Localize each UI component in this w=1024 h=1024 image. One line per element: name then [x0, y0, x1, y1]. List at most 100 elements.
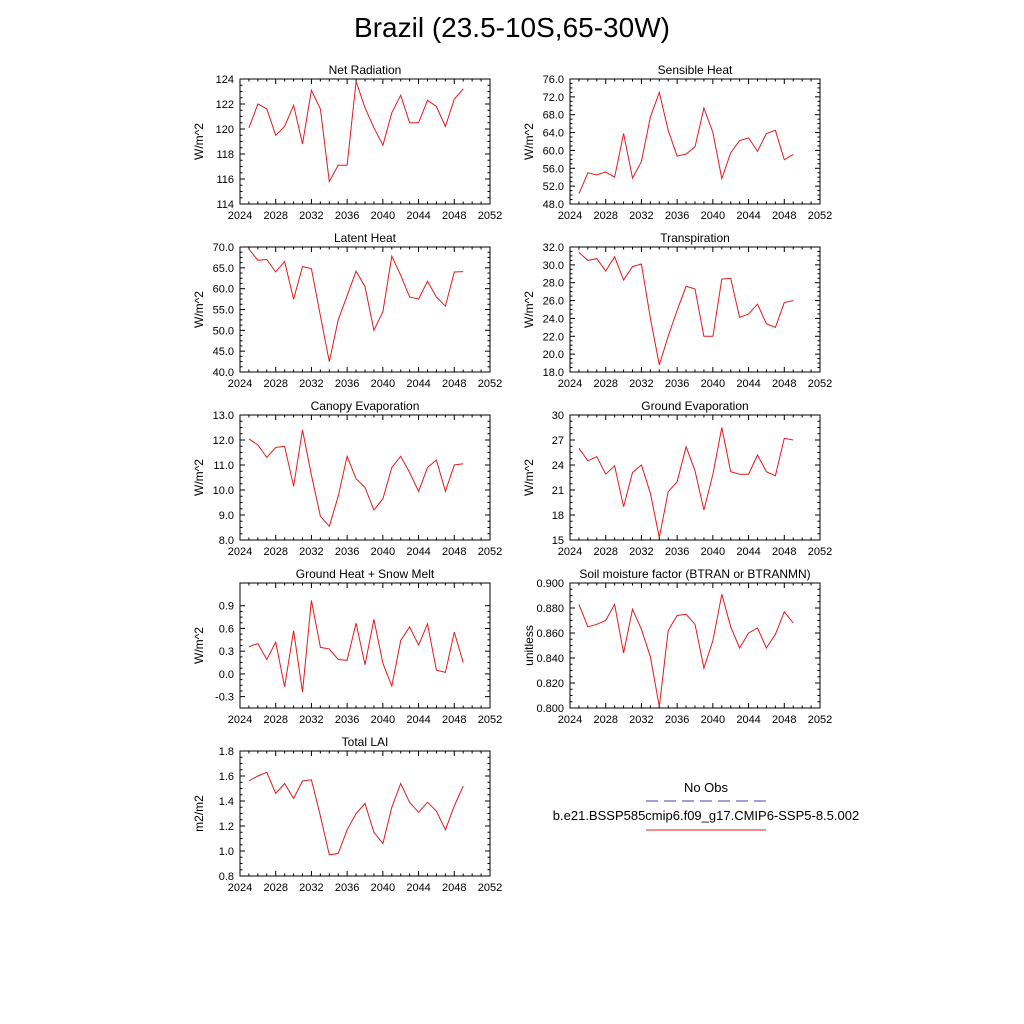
x-tick-label: 2052 [478, 378, 502, 390]
x-tick-label: 2044 [406, 882, 430, 894]
y-tick-label: 21 [552, 485, 564, 497]
y-tick-label: 56.0 [543, 163, 564, 175]
y-tick-label: 18 [552, 510, 564, 522]
x-tick-label: 2036 [335, 882, 359, 894]
x-tick-label: 2028 [263, 882, 287, 894]
panel-title: Transpiration [660, 231, 730, 245]
x-tick-label: 2036 [335, 210, 359, 222]
x-tick-label: 2048 [442, 210, 466, 222]
series-line [248, 248, 464, 362]
plot-frame [569, 414, 821, 541]
page-title: Brazil (23.5-10S,65-30W) [354, 12, 670, 43]
chart-panel: Canopy Evaporation W/m^2 2024 2028 2032 2036 2… [192, 399, 502, 558]
chart-panel: Latent Heat W/m^2 2024 2028 2032 2036 2040 2044… [192, 231, 502, 390]
y-tick-label: 22.0 [543, 331, 564, 343]
x-tick-label: 2028 [593, 714, 617, 726]
chart-panel: Soil moisture factor (BTRAN or BTRANMN) u… [522, 567, 832, 726]
x-tick-label: 2024 [558, 210, 582, 222]
x-tick-label: 2044 [406, 378, 430, 390]
y-tick-label: 24.0 [543, 313, 564, 325]
chart-panel: Sensible Heat W/m^2 2024 2028 2032 2036 2040 20… [522, 63, 832, 222]
y-tick-label: 0.900 [536, 578, 564, 590]
x-tick-label: 2044 [736, 714, 760, 726]
x-tick-label: 2028 [263, 714, 287, 726]
y-tick-label: 1.4 [219, 796, 234, 808]
y-tick-label: 122 [216, 99, 234, 111]
series-line [578, 252, 794, 366]
y-tick-label: 0.9 [219, 601, 234, 613]
y-tick-label: 76.0 [543, 74, 564, 86]
x-tick-label: 2028 [263, 546, 287, 558]
x-tick-label: 2032 [299, 210, 323, 222]
x-tick-label: 2052 [478, 210, 502, 222]
y-axis-label: W/m^2 [192, 123, 206, 160]
chart-panel: Ground Heat + Snow Melt W/m^2 2024 2028 2032… [192, 567, 502, 726]
y-tick-label: 52.0 [543, 181, 564, 193]
x-tick-label: 2052 [808, 210, 832, 222]
y-tick-label: 64.0 [543, 128, 564, 140]
y-tick-label: 65.0 [213, 263, 234, 275]
y-tick-label: 124 [216, 74, 234, 86]
x-tick-label: 2040 [371, 546, 395, 558]
y-tick-label: 114 [216, 199, 234, 211]
y-tick-label: 1.0 [219, 846, 234, 858]
y-tick-label: 48.0 [543, 199, 564, 211]
y-tick-label: 70.0 [213, 242, 234, 254]
y-axis-label: W/m^2 [522, 291, 536, 328]
x-tick-label: 2024 [228, 378, 252, 390]
x-tick-label: 2032 [299, 882, 323, 894]
x-tick-label: 2048 [772, 210, 796, 222]
x-tick-label: 2044 [736, 546, 760, 558]
x-tick-label: 2040 [371, 882, 395, 894]
x-tick-label: 2032 [299, 714, 323, 726]
x-tick-label: 2024 [228, 882, 252, 894]
plot-frame [569, 582, 821, 709]
x-tick-label: 2040 [371, 210, 395, 222]
x-tick-label: 2028 [593, 378, 617, 390]
x-tick-label: 2048 [772, 714, 796, 726]
y-tick-label: 1.8 [219, 746, 234, 758]
y-tick-label: 11.0 [213, 460, 234, 472]
series-line [578, 427, 794, 538]
x-tick-label: 2052 [808, 378, 832, 390]
x-tick-label: 2032 [299, 378, 323, 390]
plot-frame [239, 246, 491, 373]
y-tick-label: 12.0 [213, 435, 234, 447]
y-axis-label: W/m^2 [522, 123, 536, 160]
x-tick-label: 2024 [228, 546, 252, 558]
series-line [248, 600, 464, 693]
x-tick-label: 2032 [299, 546, 323, 558]
plot-frame [569, 78, 821, 205]
x-tick-label: 2036 [335, 378, 359, 390]
x-tick-label: 2032 [629, 210, 653, 222]
y-tick-label: 0.860 [536, 628, 564, 640]
y-axis-label: W/m^2 [192, 627, 206, 664]
y-tick-label: 45.0 [213, 346, 234, 358]
y-tick-label: 0.880 [536, 603, 564, 615]
x-tick-label: 2048 [442, 714, 466, 726]
y-tick-label: 13.0 [213, 410, 234, 422]
series-line [248, 429, 464, 528]
x-tick-label: 2052 [808, 714, 832, 726]
panel-title: Ground Heat + Snow Melt [296, 567, 435, 581]
y-tick-label: 32.0 [543, 242, 564, 254]
x-tick-label: 2040 [371, 714, 395, 726]
x-tick-label: 2052 [478, 882, 502, 894]
plot-frame [239, 78, 491, 205]
x-tick-label: 2052 [478, 546, 502, 558]
x-tick-label: 2028 [263, 210, 287, 222]
x-tick-label: 2036 [335, 714, 359, 726]
y-tick-label: 0.3 [219, 646, 234, 658]
y-tick-label: 0.8 [219, 871, 234, 883]
x-tick-label: 2044 [736, 378, 760, 390]
y-tick-label: 0.820 [536, 678, 564, 690]
y-tick-label: 120 [216, 124, 234, 136]
y-tick-label: 0.840 [536, 653, 564, 665]
y-tick-label: 30 [552, 410, 564, 422]
x-tick-label: 2040 [701, 546, 725, 558]
chart-panel: Net Radiation W/m^2 2024 2028 2032 2036 2040 20… [192, 63, 502, 222]
legend-obs-label: No Obs [684, 780, 729, 795]
x-tick-label: 2048 [442, 378, 466, 390]
x-tick-label: 2040 [701, 378, 725, 390]
